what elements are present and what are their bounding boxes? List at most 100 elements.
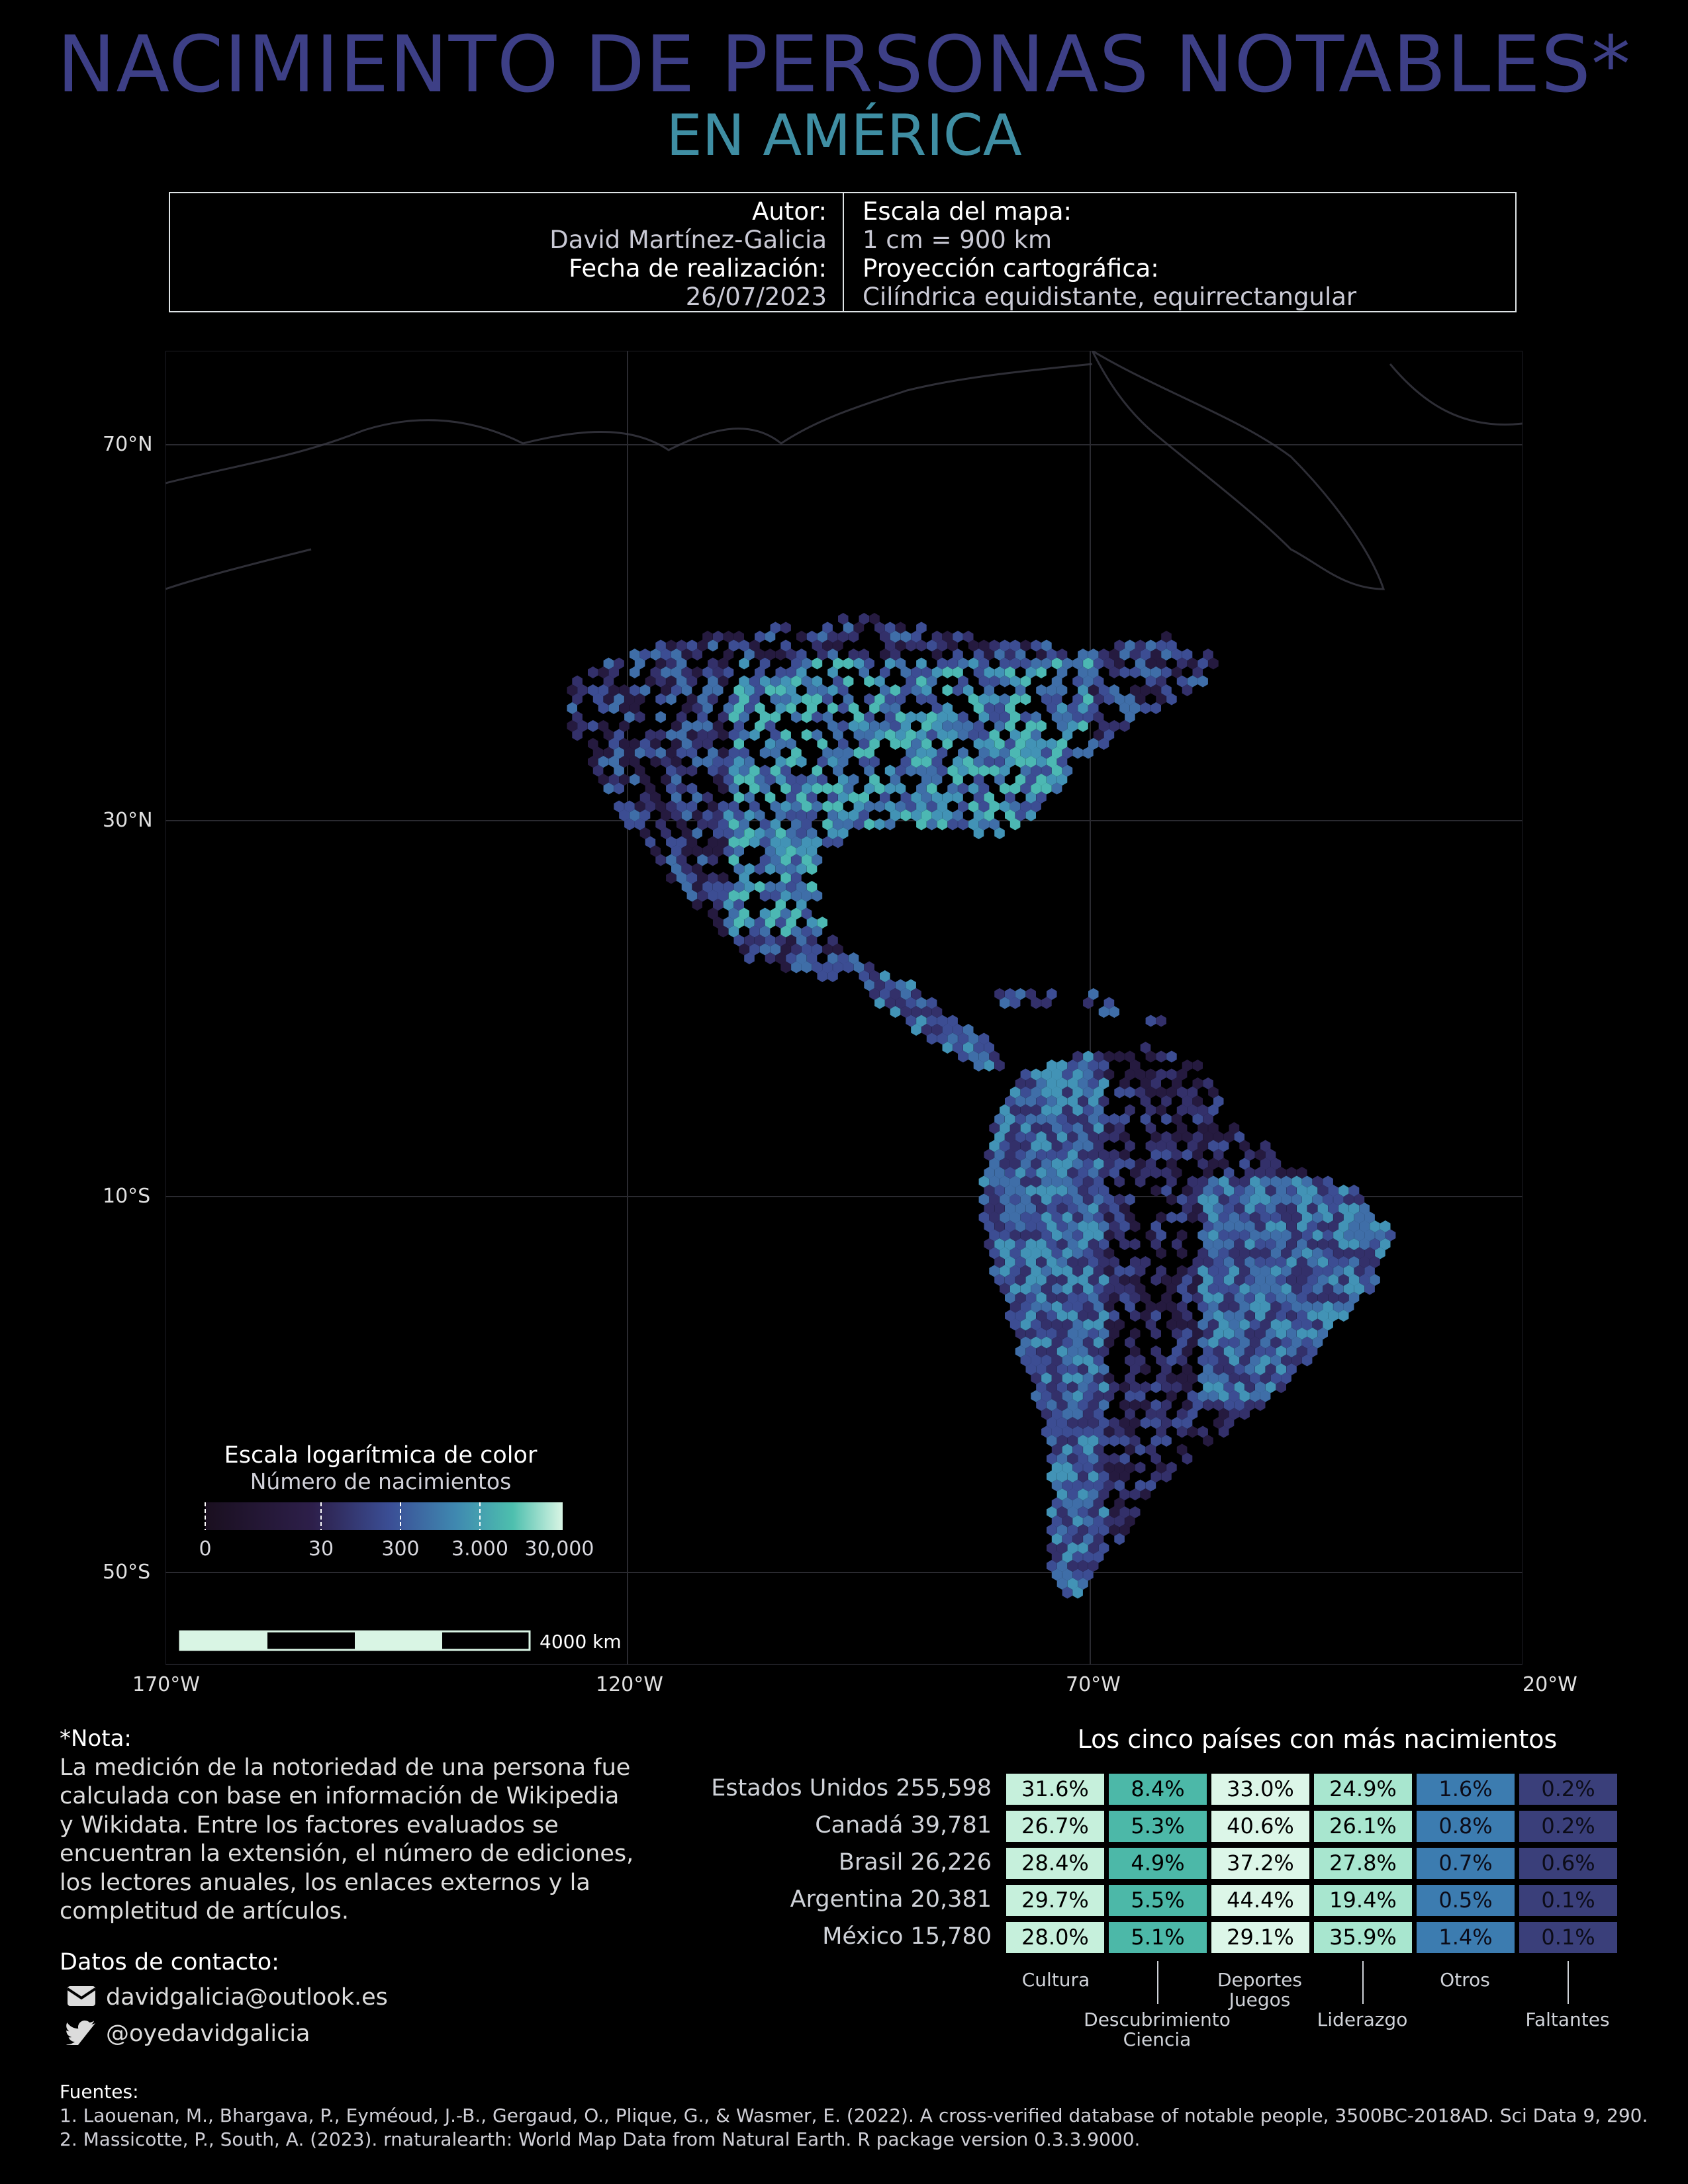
table-cell: 0.7%	[1417, 1848, 1515, 1879]
legend-tick-30: 30	[308, 1537, 334, 1561]
scalebar-label: 4000 km	[539, 1631, 622, 1653]
lat-label-50s: 50°S	[103, 1561, 151, 1584]
legend-tick-0: 0	[199, 1537, 211, 1561]
author-label: Autor:	[752, 197, 827, 226]
legend-tick-300: 300	[381, 1537, 419, 1561]
info-divider	[843, 193, 844, 311]
contact-email[interactable]: davidgalicia@outlook.es	[66, 1984, 388, 2011]
lon-label-20w: 20°W	[1523, 1673, 1577, 1696]
table-cell: 28.0%	[1006, 1922, 1104, 1953]
table-cell: 0.5%	[1417, 1885, 1515, 1916]
projection-value: Cilíndrica equidistante, equirrectangula…	[863, 283, 1357, 311]
twitter-text[interactable]: @oyedavidgalicia	[106, 2021, 310, 2047]
note-line: completitud de artículos.	[60, 1898, 350, 1925]
hex-bins	[567, 613, 1396, 1599]
table-cell: 28.4%	[1006, 1848, 1104, 1879]
note-line: calculada con base en información de Wik…	[60, 1783, 620, 1809]
country-label: Estados Unidos 255,598	[711, 1775, 992, 1801]
lon-label-170w: 170°W	[132, 1673, 200, 1696]
contact-twitter[interactable]: @oyedavidgalicia	[66, 2020, 310, 2048]
table-cell: 24.9%	[1314, 1774, 1412, 1805]
note-line: y Wikidata. Entre los factores evaluados…	[60, 1811, 559, 1839]
cat-descubrimiento: Descubrimiento	[1084, 2009, 1231, 2030]
table-cell: 35.9%	[1314, 1922, 1412, 1953]
cat-deportes: Deportes	[1217, 1969, 1302, 1991]
hex-density-layer	[567, 621, 1385, 1590]
envelope-icon	[66, 1986, 97, 2006]
note-heading: *Nota:	[60, 1725, 132, 1752]
lat-label-30n: 30°N	[103, 809, 153, 832]
table-cell: 19.4%	[1314, 1885, 1412, 1916]
lon-label-70w: 70°W	[1066, 1673, 1121, 1696]
cat-tick	[1157, 1961, 1158, 2004]
table-cell: 26.7%	[1006, 1811, 1104, 1842]
table-cell: 0.2%	[1519, 1774, 1617, 1805]
author-value: David Martínez-Galicia	[549, 226, 827, 254]
table-cell: 4.9%	[1109, 1848, 1207, 1879]
cat-faltantes: Faltantes	[1525, 2009, 1610, 2030]
table-cell: 8.4%	[1109, 1774, 1207, 1805]
table-cell: 5.3%	[1109, 1811, 1207, 1842]
projection-label: Proyección cartográfica:	[863, 254, 1159, 283]
table-cell: 31.6%	[1006, 1774, 1104, 1805]
table-cell: 0.8%	[1417, 1811, 1515, 1842]
table-cell: 44.4%	[1211, 1885, 1309, 1916]
table-cell: 5.5%	[1109, 1885, 1207, 1916]
hex-density-layer	[572, 613, 1380, 1572]
legend-tick-30000: 30,000	[525, 1537, 594, 1561]
note-line: La medición de la notoriedad de una pers…	[60, 1754, 631, 1781]
coastline-outlines	[165, 351, 1523, 590]
cat-tick	[1362, 1961, 1364, 2004]
table-cell: 33.0%	[1211, 1774, 1309, 1805]
lon-label-120w: 120°W	[596, 1673, 663, 1696]
source-item: 2. Massicotte, P., South, A. (2023). rna…	[60, 2128, 1141, 2150]
source-item: 1. Laouenan, M., Bhargava, P., Eyméoud, …	[60, 2105, 1648, 2126]
legend-subtitle: Número de nacimientos	[250, 1469, 512, 1494]
table-cell: 26.1%	[1314, 1811, 1412, 1842]
cat-ciencia: Ciencia	[1123, 2028, 1192, 2050]
legend-colorbar	[205, 1502, 563, 1530]
table-title: Los cinco países con más nacimientos	[1077, 1725, 1558, 1754]
date-value: 26/07/2023	[685, 283, 827, 311]
page-subtitle: EN AMÉRICA	[666, 103, 1022, 169]
cat-cultura: Cultura	[1021, 1969, 1090, 1991]
table-cell: 29.7%	[1006, 1885, 1104, 1916]
table-cell: 0.6%	[1519, 1848, 1617, 1879]
table-cell: 0.1%	[1519, 1922, 1617, 1953]
sources-block: Fuentes: 1. Laouenan, M., Bhargava, P., …	[60, 2080, 1648, 2152]
info-box: Autor: David Martínez-Galicia Fecha de r…	[169, 192, 1517, 312]
sources-heading: Fuentes:	[60, 2081, 139, 2103]
note-line: los lectores anuales, los enlaces extern…	[60, 1869, 590, 1896]
table-cell: 1.6%	[1417, 1774, 1515, 1805]
contact-heading: Datos de contacto:	[60, 1949, 279, 1976]
legend-title: Escala logarítmica de color	[224, 1442, 538, 1469]
map-frame	[165, 351, 1523, 1665]
email-text[interactable]: davidgalicia@outlook.es	[106, 1984, 388, 2011]
table-cell: 0.1%	[1519, 1885, 1617, 1916]
table-cell: 29.1%	[1211, 1922, 1309, 1953]
legend-tick-3000: 3.000	[451, 1537, 508, 1561]
table-cell: 5.1%	[1109, 1922, 1207, 1953]
table-cell: 27.8%	[1314, 1848, 1412, 1879]
note-line: encuentran la extensión, el número de ed…	[60, 1841, 634, 1867]
table-cell: 40.6%	[1211, 1811, 1309, 1842]
table-cell: 37.2%	[1211, 1848, 1309, 1879]
scale-bar: 4000 km	[179, 1630, 622, 1653]
cat-otros: Otros	[1440, 1969, 1490, 1991]
page-title: NACIMIENTO DE PERSONAS NOTABLES*	[57, 19, 1631, 110]
country-label: México 15,780	[822, 1923, 992, 1950]
hex-density-layer	[728, 657, 1094, 938]
date-label: Fecha de realización:	[569, 254, 827, 283]
scale-label: Escala del mapa:	[863, 197, 1072, 226]
cat-tick	[1568, 1961, 1569, 2004]
cat-liderazgo: Liderazgo	[1317, 2009, 1408, 2030]
lat-label-70n: 70°N	[103, 433, 153, 456]
cat-juegos: Juegos	[1229, 1989, 1291, 2011]
country-label: Brasil 26,226	[838, 1849, 992, 1876]
americas-map: Escala logarítmica de color Número de na…	[165, 351, 1523, 1665]
country-label: Argentina 20,381	[790, 1886, 992, 1913]
table-cell: 0.2%	[1519, 1811, 1617, 1842]
twitter-bird-icon	[66, 2021, 95, 2048]
scale-value: 1 cm = 900 km	[863, 226, 1053, 254]
note-block: *Nota: La medición de la notoriedad de u…	[60, 1725, 669, 1927]
